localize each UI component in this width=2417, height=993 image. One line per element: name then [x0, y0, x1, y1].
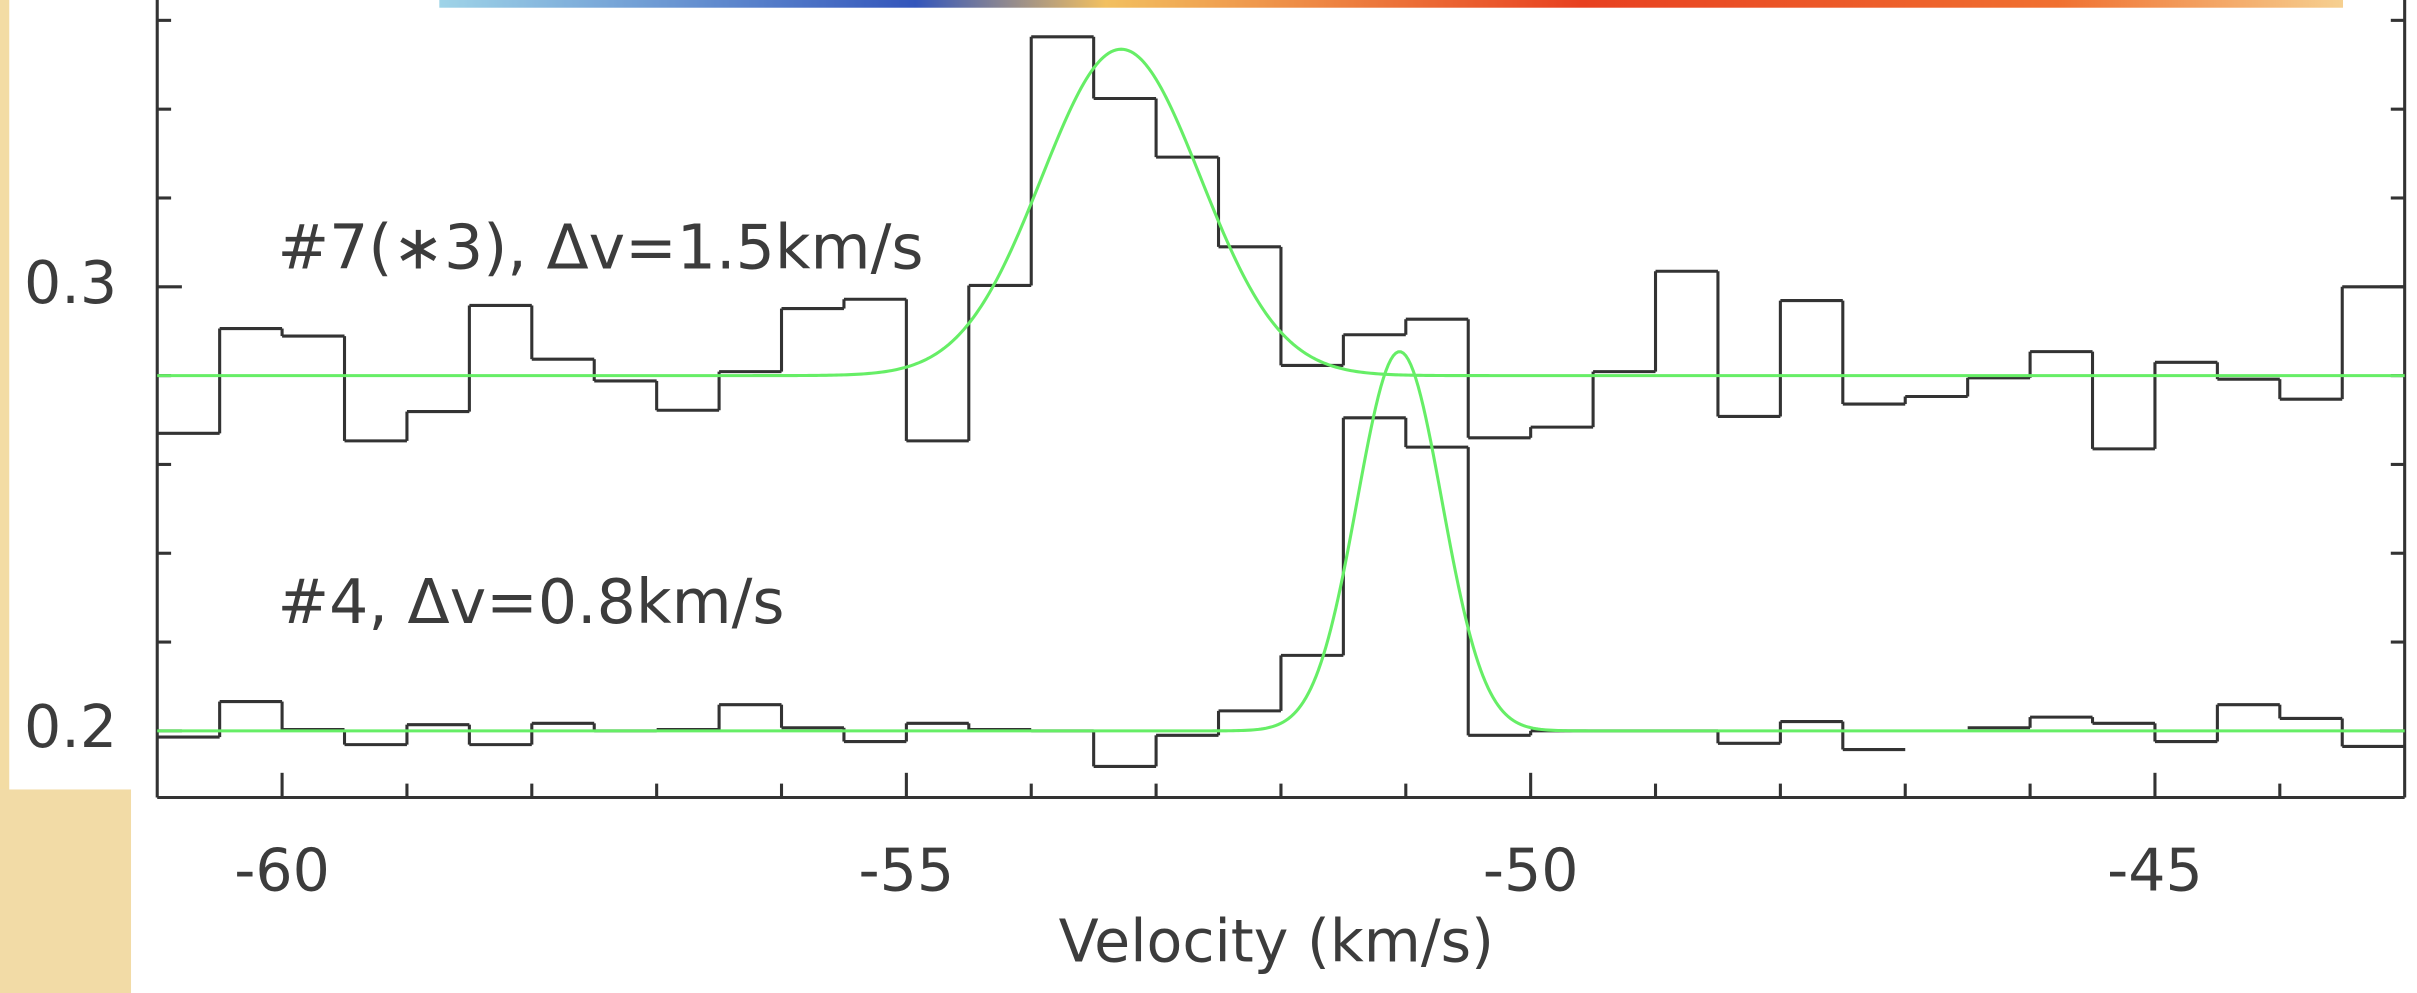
- x-tick-label: -50: [1483, 836, 1579, 904]
- x-tick-label: -60: [234, 836, 330, 904]
- background: [0, 0, 2417, 993]
- x-tick-label: -45: [2107, 836, 2203, 904]
- image-strip: [439, 0, 2343, 8]
- slide-edge: [0, 0, 9, 789]
- y-tick-label: 0.3: [24, 249, 117, 317]
- y-tick-label: 0.2: [24, 693, 117, 761]
- x-axis-label: Velocity (km/s): [1059, 907, 1494, 975]
- slide-edge: [0, 789, 131, 993]
- x-tick-label: -55: [859, 836, 955, 904]
- chart: 0.2 0.3 -60 -55 -50 -45 #7(∗3), Δv=1.5km/s #4, …: [0, 0, 2417, 993]
- annotation: #7(∗3), Δv=1.5km/s: [277, 211, 923, 283]
- annotation: #4, Δv=0.8km/s: [277, 566, 784, 638]
